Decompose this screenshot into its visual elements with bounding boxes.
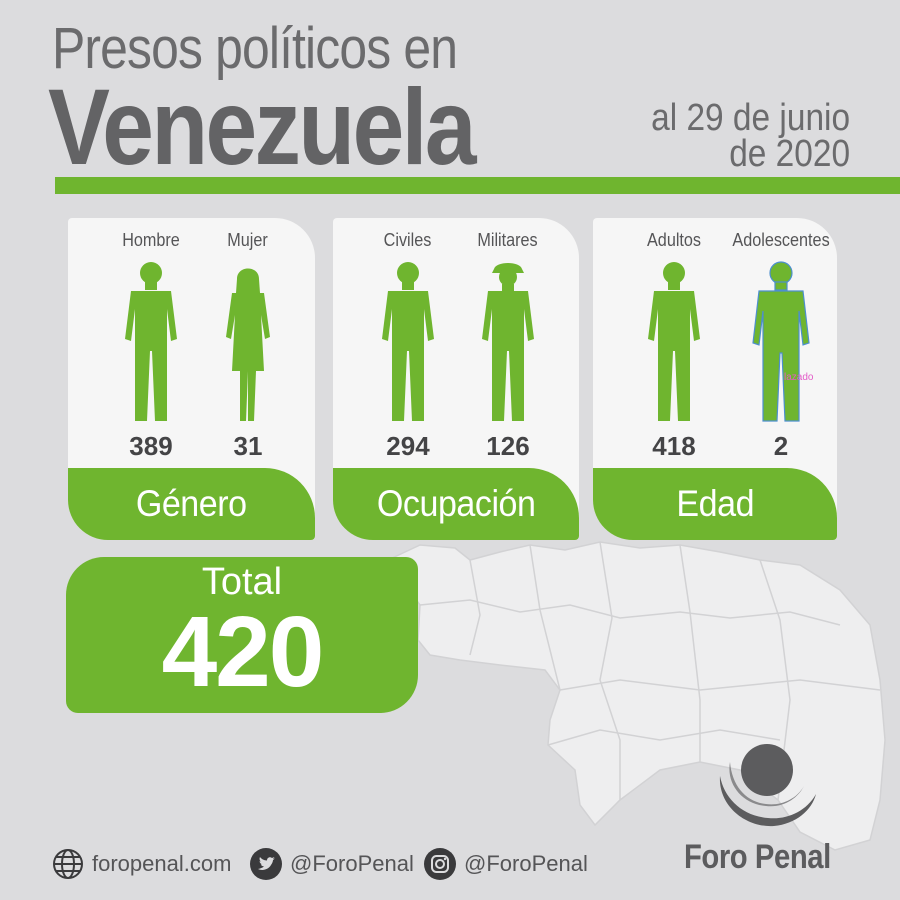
stat-civiles: Civiles 294 [353,230,463,462]
title-line-2: Venezuela [48,66,477,187]
stat-value: 2 [773,431,789,461]
stat-label: Adolescentes [732,230,830,250]
stat-label: Adultos [646,230,702,250]
category-label: Género [136,483,247,524]
total-box: Total 420 [66,557,418,713]
website-text: foropenal.com [92,851,232,876]
card-footer: Ocupación [333,468,579,540]
date-line-2: de 2020 [729,133,850,175]
total-label: Total [201,561,283,603]
stat-value: 31 [233,431,263,461]
instagram-link[interactable]: @ForoPenal [424,846,588,882]
stamp-text: lazado [784,372,814,383]
twitter-handle: @ForoPenal [290,851,414,876]
woman-figure-icon [226,268,270,421]
header-divider [55,177,900,194]
stat-value: 389 [129,431,173,461]
foro-penal-logo-icon [719,744,816,827]
soldier-figure-icon [482,263,534,421]
stat-value: 294 [386,431,430,461]
stat-label: Civiles [384,230,432,250]
globe-icon [53,849,83,879]
category-label: Ocupación [376,483,536,524]
adult-figure-icon [648,262,700,421]
card-footer: Edad [593,468,837,540]
stat-adultos: Adultos 418 [619,230,729,462]
stat-label: Hombre [122,230,180,250]
category-label: Edad [676,483,754,524]
instagram-icon [424,848,456,880]
twitter-bird-icon [250,848,282,880]
card-genero: Hombre 389 Mujer 31 Género [68,218,315,540]
stat-value: 418 [652,431,696,461]
date-line-1: al 29 de junio [651,97,850,139]
man-figure-icon [125,262,177,421]
stat-hombre: Hombre 389 [96,230,206,462]
report-date: al 29 de junio de 2020 [651,97,850,175]
civilian-figure-icon [382,262,434,421]
instagram-handle: @ForoPenal [464,851,588,876]
adolescent-figure-icon [752,261,810,422]
stat-label: Mujer [227,230,269,250]
stat-mujer: Mujer 31 [193,230,303,462]
stat-militares: Militares 126 [453,230,563,462]
card-ocupacion: Civiles 294 Militares 126 [333,218,579,540]
stat-adolescentes: Adolescentes 2 [726,230,836,462]
card-footer: Género [68,468,315,540]
stat-value: 126 [486,431,530,461]
card-edad: Adultos 418 Adolescentes 2 [593,218,837,540]
stat-label: Militares [477,230,539,250]
total-value: 420 [161,596,325,708]
brand-name: Foro Penal [684,838,831,876]
title-line-1: Presos políticos en [52,16,458,81]
twitter-link[interactable]: @ForoPenal [250,846,414,882]
website-link[interactable]: foropenal.com [52,846,231,882]
